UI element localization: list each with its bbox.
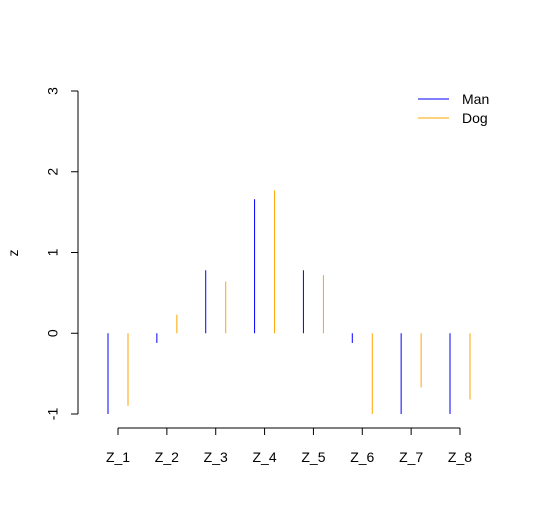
y-axis-title: z	[5, 250, 21, 257]
legend-label-man: Man	[462, 91, 489, 107]
legend-label-dog: Dog	[462, 110, 488, 126]
x-tick-label: Z_1	[106, 449, 130, 465]
bars	[107, 190, 471, 414]
y-axis: -1 0 1 2 3	[45, 87, 79, 421]
x-tick-label: Z_7	[399, 449, 423, 465]
x-tick-label: Z_5	[301, 449, 325, 465]
x-tick-label: Z_3	[204, 449, 228, 465]
x-tick-label: Z_2	[155, 449, 179, 465]
y-tick-label: 2	[45, 168, 61, 176]
y-tick-label: -1	[45, 408, 61, 421]
x-tick-label: Z_8	[448, 449, 472, 465]
y-tick-label: 3	[45, 87, 61, 95]
y-tick-label: 0	[45, 329, 61, 337]
y-tick-label: 1	[45, 248, 61, 256]
x-tick-label: Z_6	[350, 449, 374, 465]
x-axis: Z_1 Z_2 Z_3 Z_4 Z_5 Z_6 Z_7 Z_8	[106, 427, 472, 465]
legend: Man Dog	[418, 91, 489, 126]
x-tick-label: Z_4	[253, 449, 277, 465]
